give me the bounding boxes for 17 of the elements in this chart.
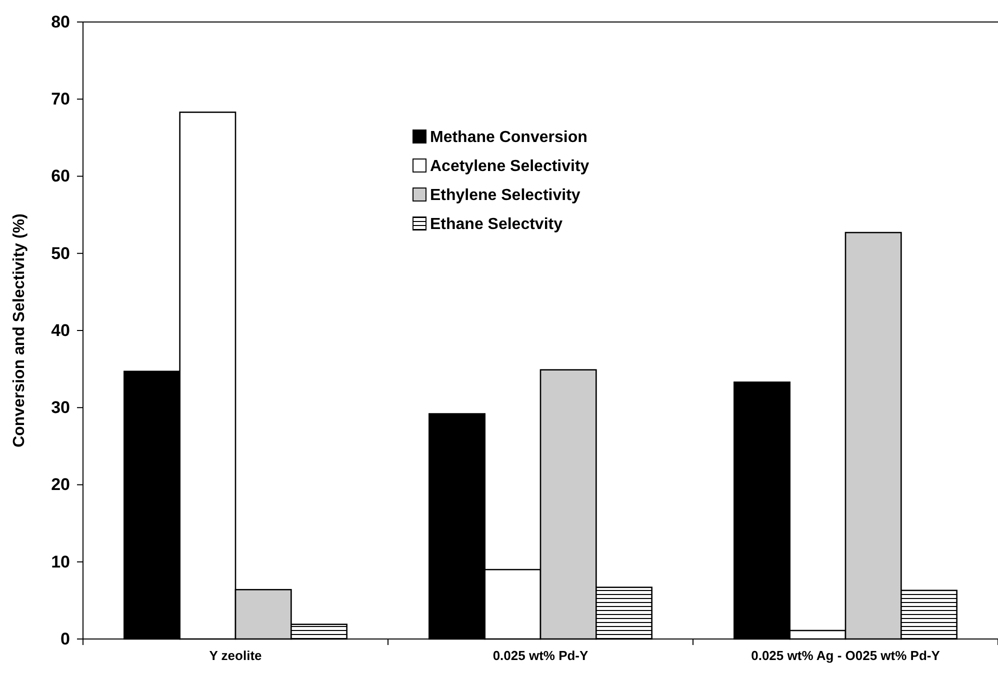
y-tick-label: 30 <box>51 398 70 418</box>
y-tick-label: 10 <box>51 552 70 572</box>
legend-label: Ethane Selectvity <box>430 216 563 233</box>
legend-label: Methane Conversion <box>430 129 588 146</box>
y-tick-label: 50 <box>51 244 70 263</box>
y-tick-label: 80 <box>51 12 70 32</box>
x-tick-label: 0.025 wt% Ag - O025 wt% Pd-Y <box>751 648 940 663</box>
x-tick-label: 0.025 wt% Pd-Y <box>492 648 589 663</box>
x-tick-label: Y zeolite <box>209 648 262 663</box>
y-tick-label: 40 <box>51 320 70 340</box>
legend-label: Ethylene Selectivity <box>430 187 580 204</box>
y-tick-label: 0 <box>60 629 70 648</box>
y-tick-label: 70 <box>51 90 70 109</box>
legend-label: Acetylene Selectivity <box>430 158 590 175</box>
y-tick-label: 60 <box>51 166 70 186</box>
y-tick-label: 20 <box>51 475 70 494</box>
y-axis-title: Conversion and Selectivity (%) <box>11 214 28 448</box>
